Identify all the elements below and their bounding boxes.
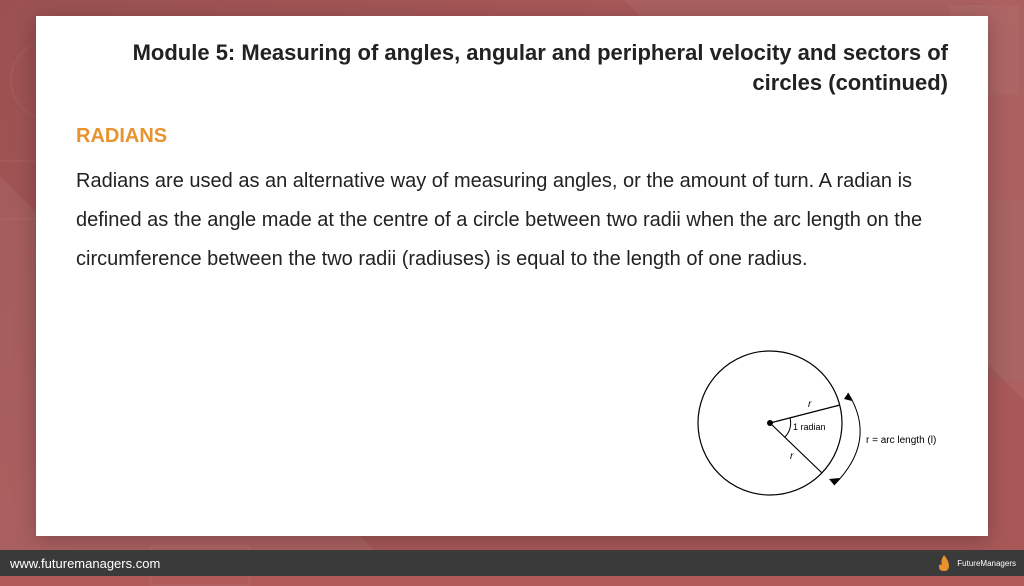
diagram-angle-arc [785, 418, 791, 437]
flame-icon [935, 553, 953, 573]
radian-diagram: r r 1 radian r = arc length (l) [678, 333, 938, 508]
slide-card: Module 5: Measuring of angles, angular a… [36, 16, 988, 536]
diagram-arc-label: r = arc length (l) [866, 435, 936, 446]
diagram-arrow-bottom [829, 478, 840, 485]
diagram-r-bottom-label: r [790, 451, 794, 462]
section-heading: RADIANS [76, 125, 948, 148]
diagram-radius-top [770, 405, 840, 423]
footer-url: www.futuremanagers.com [10, 556, 160, 571]
footer-logo-text: FutureManagers [957, 559, 1016, 568]
diagram-r-top-label: r [808, 399, 812, 410]
diagram-arc-guide [834, 393, 860, 485]
footer-logo: FutureManagers [935, 553, 1016, 573]
footer-bar: www.futuremanagers.com FutureManagers [0, 550, 1024, 576]
diagram-angle-label: 1 radian [793, 422, 826, 432]
body-paragraph: Radians are used as an alternative way o… [76, 162, 948, 279]
slide-title: Module 5: Measuring of angles, angular a… [76, 38, 948, 97]
